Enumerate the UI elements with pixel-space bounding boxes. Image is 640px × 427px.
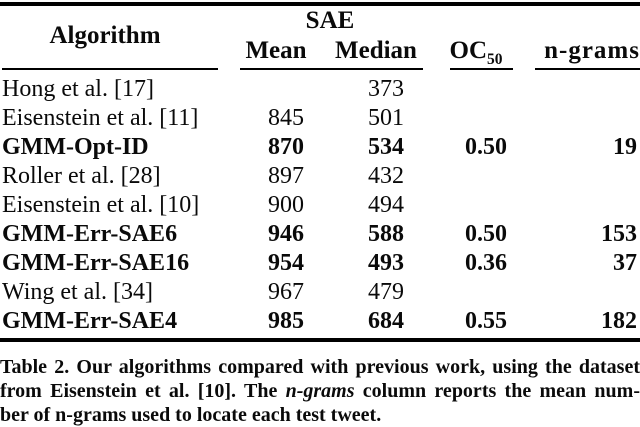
column-header-ngrams: n-grams bbox=[544, 37, 640, 64]
table-row: GMM-Err-SAE6 946 588 0.50 153 bbox=[0, 220, 640, 249]
cell-ngrams bbox=[522, 191, 640, 220]
table-row: GMM-Err-SAE4 985 684 0.55 182 bbox=[0, 307, 640, 336]
table-row: Wing et al. [34] 967 479 bbox=[0, 278, 640, 307]
cell-mean: 845 bbox=[268, 105, 304, 131]
column-header-mean: Mean bbox=[245, 37, 307, 64]
cell-mean: 897 bbox=[268, 163, 304, 189]
cell-oc50 bbox=[430, 104, 522, 133]
cell-ngrams: 182 bbox=[601, 308, 637, 334]
cell-median: 534 bbox=[368, 134, 404, 160]
table-top-rule bbox=[0, 2, 640, 6]
cell-median: 432 bbox=[368, 163, 404, 189]
cell-oc50: 0.50 bbox=[465, 221, 507, 247]
cell-oc50 bbox=[430, 75, 522, 104]
caption-line-1: Table 2. Our algorithms compared with pr… bbox=[0, 356, 640, 378]
cell-ngrams bbox=[522, 104, 640, 133]
table-row: Roller et al. [28] 897 432 bbox=[0, 162, 640, 191]
table-header: Algorithm SAE Mean Median OC50 n-grams bbox=[0, 6, 640, 68]
cell-median: 684 bbox=[368, 308, 404, 334]
cell-algorithm: Eisenstein et al. [10] bbox=[2, 192, 200, 218]
header-rules bbox=[0, 68, 640, 70]
cell-median: 373 bbox=[368, 76, 404, 102]
cell-ngrams bbox=[522, 162, 640, 191]
cell-oc50: 0.50 bbox=[465, 134, 507, 160]
cell-oc50 bbox=[430, 162, 522, 191]
cell-median: 588 bbox=[368, 221, 404, 247]
cell-median: 494 bbox=[368, 192, 404, 218]
cell-ngrams bbox=[522, 278, 640, 307]
oc-subscript: 50 bbox=[487, 51, 503, 68]
cell-median: 501 bbox=[368, 105, 404, 131]
oc-label: OC bbox=[449, 37, 488, 64]
header-rule-oc50 bbox=[450, 68, 513, 70]
table-row: Eisenstein et al. [10] 900 494 bbox=[0, 191, 640, 220]
header-rule-sae bbox=[240, 68, 423, 70]
caption-italic-term: n-grams bbox=[285, 380, 355, 402]
cell-algorithm: GMM-Err-SAE4 bbox=[2, 308, 178, 334]
table-caption: Table 2. Our algorithms compared with pr… bbox=[0, 355, 640, 427]
cell-oc50 bbox=[430, 191, 522, 220]
table-body: Hong et al. [17] 373 Eisenstein et al. [11… bbox=[0, 75, 640, 336]
group-header-sae: SAE bbox=[305, 7, 355, 34]
table-row: GMM-Opt-ID 870 534 0.50 19 bbox=[0, 133, 640, 162]
cell-oc50: 0.55 bbox=[465, 308, 507, 334]
cell-median: 493 bbox=[368, 250, 404, 276]
cell-mean: 946 bbox=[268, 221, 304, 247]
cell-algorithm: Hong et al. [17] bbox=[2, 76, 154, 102]
cell-algorithm: GMM-Err-SAE16 bbox=[2, 250, 190, 276]
table-row: Eisenstein et al. [11] 845 501 bbox=[0, 104, 640, 133]
cell-mean: 967 bbox=[268, 279, 304, 305]
caption-line-3: ber of n-grams used to locate each test … bbox=[0, 404, 382, 426]
cell-mean: 954 bbox=[268, 250, 304, 276]
cell-algorithm: Roller et al. [28] bbox=[2, 163, 161, 189]
column-header-median: Median bbox=[335, 37, 417, 64]
caption-line-2: from Eisenstein et al. [10]. The n-grams… bbox=[0, 380, 640, 402]
cell-algorithm: Eisenstein et al. [11] bbox=[2, 105, 199, 131]
cell-oc50 bbox=[430, 278, 522, 307]
column-header-algorithm: Algorithm bbox=[49, 22, 161, 49]
cell-ngrams bbox=[522, 75, 640, 104]
table-bottom-rule bbox=[0, 338, 640, 342]
cell-mean bbox=[230, 75, 322, 104]
cell-algorithm: GMM-Opt-ID bbox=[2, 134, 149, 160]
cell-mean: 900 bbox=[268, 192, 304, 218]
cell-mean: 870 bbox=[268, 134, 304, 160]
cell-algorithm: GMM-Err-SAE6 bbox=[2, 221, 178, 247]
cell-ngrams: 19 bbox=[613, 134, 637, 160]
column-header-oc50: OC50 bbox=[430, 36, 522, 68]
cell-algorithm: Wing et al. [34] bbox=[2, 279, 153, 305]
cell-ngrams: 153 bbox=[601, 221, 637, 247]
header-rule-algorithm bbox=[2, 68, 218, 70]
cell-median: 479 bbox=[368, 279, 404, 305]
header-rule-ngrams bbox=[535, 68, 640, 70]
table-row: Hong et al. [17] 373 bbox=[0, 75, 640, 104]
cell-oc50: 0.36 bbox=[465, 250, 507, 276]
cell-ngrams: 37 bbox=[613, 250, 637, 276]
table-row: GMM-Err-SAE16 954 493 0.36 37 bbox=[0, 249, 640, 278]
cell-mean: 985 bbox=[268, 308, 304, 334]
